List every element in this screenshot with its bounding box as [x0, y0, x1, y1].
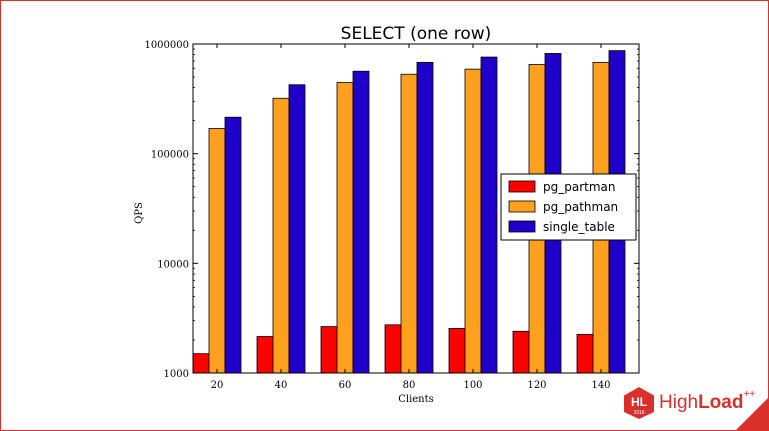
legend-swatch-pg-pathman — [508, 200, 536, 213]
y-tick-label: 1000 — [164, 369, 189, 380]
x-tick-label: 80 — [403, 380, 416, 391]
y-tick-label: 1000000 — [144, 40, 189, 51]
legend-swatch-pg-partman — [508, 180, 536, 193]
x-tick-label: 120 — [527, 380, 546, 391]
bar-pg-partman-40 — [256, 336, 274, 374]
bar-pg-pathman-100 — [464, 68, 482, 374]
bar-single-table-60 — [352, 70, 370, 374]
legend-label-pg-partman: pg_partman — [543, 180, 616, 194]
bar-pg-pathman-20 — [208, 127, 226, 374]
bar-pg-partman-140 — [576, 333, 594, 374]
bar-single-table-40 — [288, 84, 306, 374]
legend-swatch-single-table — [508, 220, 536, 233]
legend-label-single-table: single_table — [543, 220, 615, 234]
x-tick-label: 60 — [339, 380, 352, 391]
plot-frame — [192, 43, 640, 374]
bar-single-table-20 — [224, 116, 242, 374]
bar-single-table-80 — [416, 61, 434, 374]
corner-accent — [735, 397, 769, 431]
legend: pg_partman pg_pathman single_table — [500, 173, 637, 241]
highload-logo: HL 2016 HighLoad++ — [623, 386, 763, 422]
bar-pg-partman-120 — [512, 330, 530, 374]
bar-pg-partman-20 — [192, 353, 210, 374]
bar-pg-pathman-40 — [272, 97, 290, 374]
legend-label-pg-pathman: pg_pathman — [543, 200, 618, 214]
y-tick-label: 100000 — [151, 150, 189, 161]
y-axis-label: QPS — [134, 202, 145, 224]
logo-wordmark: HighLoad++ — [659, 389, 756, 413]
bar-single-table-100 — [480, 56, 498, 374]
x-tick-label: 40 — [275, 380, 288, 391]
bar-pg-partman-100 — [448, 328, 466, 374]
x-axis-label: Clients — [398, 394, 434, 405]
bar-pg-partman-80 — [384, 324, 402, 374]
bar-pg-partman-60 — [320, 326, 338, 374]
chart-title: SELECT (one row) — [341, 24, 492, 44]
tick-group: 20 40 60 80 100 120 140 1000 10000 100000 1000000 — [144, 40, 639, 391]
hexagon-logo-icon: HL 2016 — [624, 387, 654, 419]
x-tick-label: 20 — [211, 380, 224, 391]
y-tick-label: 10000 — [157, 259, 189, 270]
bar-group — [192, 50, 626, 374]
bar-pg-pathman-60 — [336, 82, 354, 374]
bar-pg-pathman-80 — [400, 73, 418, 374]
svg-text:HL: HL — [631, 395, 647, 409]
svg-text:2016: 2016 — [633, 410, 644, 416]
x-tick-label: 100 — [463, 380, 482, 391]
x-tick-label: 140 — [591, 380, 610, 391]
